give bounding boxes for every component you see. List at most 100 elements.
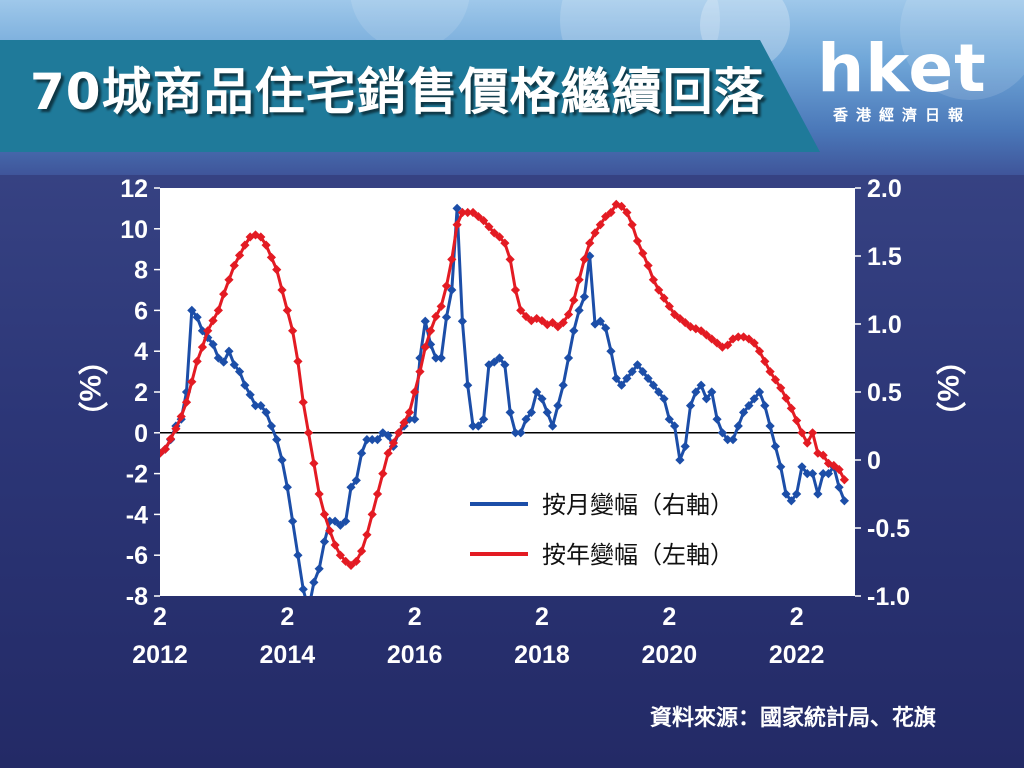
left-axis-tick-label: 2 bbox=[134, 379, 148, 407]
data-point bbox=[680, 318, 690, 328]
left-axis-tick-label: 4 bbox=[134, 338, 148, 366]
data-point bbox=[171, 424, 181, 434]
data-point bbox=[213, 305, 223, 315]
data-point bbox=[468, 207, 478, 218]
series-yoy bbox=[160, 199, 849, 570]
data-point bbox=[431, 353, 441, 363]
data-point bbox=[749, 338, 759, 348]
data-point bbox=[542, 407, 552, 417]
data-point bbox=[590, 319, 600, 329]
page-title: 70城商品住宅銷售價格繼續回落 bbox=[30, 63, 765, 121]
data-point bbox=[325, 526, 335, 536]
data-point bbox=[288, 326, 298, 336]
data-point bbox=[786, 496, 796, 506]
right-axis-tick-label: 2.0 bbox=[867, 175, 902, 203]
data-point bbox=[558, 318, 568, 328]
data-point bbox=[802, 469, 812, 479]
left-axis-tick-label: 12 bbox=[120, 175, 148, 203]
data-point bbox=[479, 414, 489, 424]
data-point bbox=[181, 397, 192, 407]
data-point bbox=[760, 356, 770, 366]
data-point bbox=[500, 360, 510, 370]
data-point bbox=[304, 605, 313, 614]
data-point bbox=[309, 577, 319, 587]
data-point bbox=[256, 232, 266, 242]
data-point bbox=[723, 435, 733, 445]
data-point bbox=[733, 332, 743, 342]
data-point bbox=[537, 316, 547, 326]
data-point bbox=[166, 434, 176, 444]
data-point bbox=[532, 313, 542, 324]
data-point bbox=[229, 360, 239, 370]
data-point bbox=[378, 428, 388, 438]
data-point bbox=[346, 560, 356, 570]
data-point bbox=[441, 312, 452, 322]
data-point bbox=[792, 489, 802, 499]
data-point bbox=[590, 228, 600, 238]
data-point bbox=[675, 455, 685, 465]
data-point bbox=[463, 380, 473, 390]
data-point bbox=[585, 251, 595, 261]
data-point bbox=[601, 323, 611, 333]
data-point bbox=[776, 462, 786, 472]
left-axis-tick-label: 10 bbox=[120, 216, 148, 244]
data-point bbox=[197, 326, 208, 336]
data-point bbox=[659, 394, 669, 404]
data-point bbox=[484, 222, 494, 232]
data-point bbox=[532, 387, 542, 397]
data-point bbox=[547, 421, 558, 431]
data-point bbox=[611, 199, 621, 209]
data-point bbox=[160, 448, 165, 458]
data-point bbox=[494, 232, 505, 242]
left-axis-tick-label: 0 bbox=[134, 420, 148, 448]
data-point bbox=[685, 401, 696, 411]
data-point bbox=[813, 489, 823, 499]
right-axis-tick-label: -1.0 bbox=[867, 583, 910, 611]
legend-label: 按月變幅（右軸） bbox=[542, 491, 734, 519]
data-point bbox=[776, 383, 786, 393]
data-point bbox=[664, 414, 674, 424]
data-point bbox=[638, 367, 648, 377]
data-point bbox=[219, 289, 229, 299]
data-point bbox=[351, 475, 361, 485]
data-point bbox=[425, 326, 436, 336]
data-point bbox=[712, 414, 722, 424]
data-point bbox=[192, 356, 202, 366]
data-point bbox=[632, 360, 643, 370]
data-point bbox=[410, 387, 420, 397]
data-point bbox=[696, 326, 706, 336]
data-point bbox=[643, 260, 653, 271]
series-line bbox=[160, 206, 846, 596]
data-point bbox=[818, 469, 828, 479]
data-point bbox=[627, 220, 637, 230]
data-point bbox=[213, 353, 223, 363]
data-point bbox=[670, 309, 680, 320]
left-axis-tick-label: -6 bbox=[126, 542, 148, 570]
data-point bbox=[744, 334, 754, 344]
data-point bbox=[839, 475, 849, 485]
right-axis-label-text: （%） bbox=[931, 345, 964, 432]
data-point bbox=[510, 285, 521, 295]
data-point bbox=[330, 540, 340, 550]
data-point bbox=[473, 211, 483, 222]
data-point bbox=[272, 265, 282, 275]
data-point bbox=[744, 401, 754, 411]
data-point bbox=[823, 458, 834, 468]
data-point bbox=[818, 450, 828, 460]
data-point bbox=[266, 421, 277, 431]
data-point bbox=[372, 435, 383, 445]
series-line bbox=[160, 202, 846, 567]
data-point bbox=[569, 326, 579, 336]
data-point bbox=[728, 435, 738, 445]
data-point bbox=[277, 285, 287, 295]
data-point bbox=[505, 407, 515, 417]
data-point bbox=[372, 489, 383, 499]
data-point bbox=[362, 435, 372, 445]
x-axis-tick-year: 2012 bbox=[132, 641, 188, 669]
data-point bbox=[839, 496, 849, 506]
data-point bbox=[654, 387, 664, 397]
data-point bbox=[802, 438, 812, 448]
data-point bbox=[250, 230, 261, 240]
data-point bbox=[272, 435, 282, 445]
data-point bbox=[738, 407, 749, 417]
